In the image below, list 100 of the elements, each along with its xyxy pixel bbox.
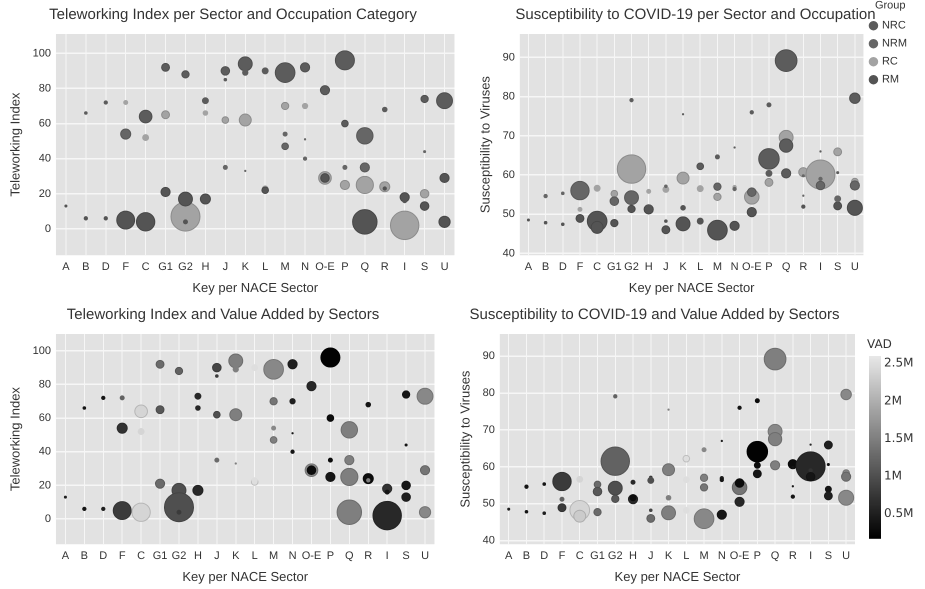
- x-tick-label: L: [262, 260, 268, 273]
- x-tick-label: I: [403, 260, 406, 273]
- x-tick-label: F: [558, 550, 566, 562]
- y-tick-label: 40: [38, 446, 51, 458]
- y-tick-label: 60: [38, 118, 51, 130]
- x-axis-title: Key per NACE Sector: [182, 568, 309, 584]
- x-tick-label: G2: [624, 260, 639, 273]
- legend-label: NRC: [882, 20, 906, 32]
- x-tick-label: C: [576, 550, 584, 562]
- x-tick-label: J: [214, 550, 220, 562]
- x-tick-label: B: [542, 260, 550, 273]
- color-bar-label: 2.5M: [884, 356, 914, 370]
- x-tick-label: G2: [172, 550, 186, 562]
- x-tick-label: Q: [345, 550, 354, 562]
- y-tick-label: 20: [38, 188, 51, 200]
- y-tick-label: 40: [482, 534, 495, 547]
- x-tick-label: C: [142, 260, 150, 273]
- x-tick-label: K: [664, 550, 673, 562]
- x-tick-label: H: [201, 260, 210, 273]
- y-tick-label: 60: [502, 168, 515, 181]
- color-bar-label: 0.5M: [884, 506, 914, 520]
- x-tick-label: O-E: [315, 260, 335, 273]
- x-tick-label: Q: [360, 260, 370, 273]
- x-tick-label: G1: [590, 550, 605, 562]
- x-tick-label: O-E: [302, 550, 322, 562]
- x-tick-label: R: [799, 260, 808, 273]
- color-bar-title: VAD: [867, 337, 892, 352]
- chart-title: Teleworking Index per Sector and Occupation Category: [49, 6, 418, 24]
- x-tick-label: M: [699, 550, 709, 562]
- x-tick-label: R: [380, 260, 389, 273]
- x-tick-label: H: [644, 260, 653, 273]
- x-tick-label: G1: [606, 260, 622, 273]
- x-tick-label: G1: [152, 550, 168, 562]
- y-tick-label: 90: [482, 350, 495, 362]
- x-axis-title: Key per NACE Sector: [192, 280, 319, 295]
- x-tick-label: L: [683, 550, 690, 562]
- y-tick-label: 60: [38, 412, 51, 424]
- x-tick-label: J: [663, 260, 669, 273]
- x-tick-label: M: [269, 550, 278, 562]
- x-tick-label: A: [62, 260, 70, 273]
- y-tick-label: 80: [38, 378, 51, 390]
- x-tick-label: P: [326, 550, 334, 562]
- x-tick-label: L: [697, 260, 704, 273]
- color-bar-label: 2M: [884, 393, 902, 408]
- x-tick-label: P: [765, 260, 773, 273]
- x-tick-label: H: [629, 550, 638, 562]
- x-tick-label: S: [402, 550, 410, 562]
- y-tick-label: 50: [482, 498, 495, 510]
- y-tick-label: 60: [482, 460, 495, 473]
- x-tick-label: R: [788, 550, 797, 562]
- x-tick-label: O-E: [730, 550, 750, 562]
- y-tick-label: 100: [32, 344, 51, 357]
- chart-title: Susceptibility to COVID-19 and Value Added by Sectors: [470, 306, 840, 324]
- x-tick-label: U: [850, 260, 859, 273]
- x-tick-label: R: [364, 550, 372, 562]
- x-tick-label: B: [80, 550, 88, 562]
- x-tick-label: U: [440, 260, 449, 273]
- chart-title: Susceptibility to COVID-19 per Sector and Occupation: [515, 6, 876, 24]
- x-tick-label: C: [593, 260, 602, 273]
- y-axis-title: Teleworking Index: [7, 92, 22, 197]
- legend-label: RC: [882, 56, 898, 68]
- x-tick-label: Q: [782, 260, 791, 273]
- y-tick-label: 20: [38, 479, 51, 492]
- x-tick-label: N: [718, 550, 726, 562]
- x-tick-label: H: [194, 550, 202, 562]
- y-axis-title: Susceptibility to Viruses: [457, 370, 472, 508]
- x-tick-label: A: [62, 550, 70, 562]
- y-tick-label: 90: [502, 52, 515, 64]
- y-tick-label: 80: [502, 90, 515, 103]
- color-bar-label: 1.5M: [884, 430, 914, 445]
- y-tick-label: 0: [44, 222, 51, 235]
- chart-title: Teleworking Index and Value Added by Sectors: [66, 306, 380, 324]
- x-tick-label: U: [842, 550, 850, 562]
- legend-title: Group: [874, 0, 906, 12]
- x-tick-label: N: [730, 260, 739, 273]
- y-tick-label: 50: [502, 208, 515, 220]
- x-tick-label: G1: [158, 260, 173, 273]
- x-tick-label: S: [420, 260, 428, 273]
- x-tick-label: D: [558, 260, 567, 273]
- x-tick-label: I: [818, 260, 822, 273]
- x-tick-label: N: [288, 550, 297, 562]
- x-tick-label: P: [341, 260, 349, 273]
- y-tick-label: 70: [502, 130, 515, 142]
- x-tick-label: I: [809, 550, 812, 562]
- x-tick-label: D: [102, 260, 110, 273]
- x-tick-label: M: [712, 260, 722, 273]
- x-tick-label: D: [540, 550, 548, 562]
- y-tick-label: 70: [482, 424, 495, 436]
- legend-label: NRM: [882, 38, 908, 50]
- y-tick-label: 80: [482, 387, 495, 400]
- x-tick-label: I: [386, 550, 389, 562]
- x-tick-label: S: [834, 260, 842, 273]
- x-tick-label: C: [137, 550, 146, 562]
- x-tick-label: A: [505, 550, 514, 562]
- x-tick-label: G2: [608, 550, 623, 562]
- x-tick-label: B: [522, 550, 530, 562]
- x-tick-label: G2: [178, 260, 193, 273]
- x-tick-label: L: [252, 550, 258, 562]
- x-tick-label: K: [232, 550, 240, 562]
- x-tick-label: P: [754, 550, 761, 562]
